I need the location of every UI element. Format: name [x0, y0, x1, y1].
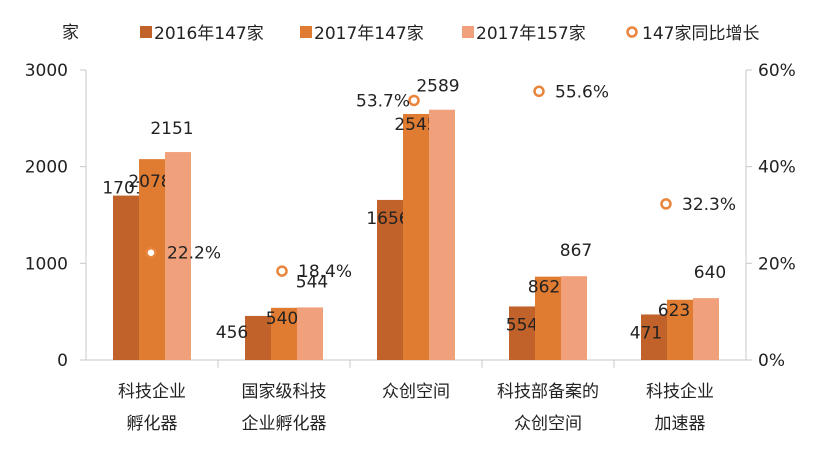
bar	[139, 159, 165, 360]
bar	[165, 152, 191, 360]
bar-value-label: 540	[266, 309, 298, 329]
category-label: 科技企业	[646, 382, 714, 402]
bar-value-label: 456	[216, 323, 248, 343]
y-tick-label: 1000	[25, 254, 68, 274]
bar-value-label: 640	[694, 263, 726, 283]
y-tick-label: 0	[57, 351, 68, 371]
bar	[693, 298, 719, 360]
bar-value-label: 544	[296, 272, 328, 292]
growth-marker	[533, 85, 545, 98]
bar	[377, 199, 403, 360]
bar	[429, 109, 455, 360]
legend-label: 2017年157家	[476, 24, 586, 44]
legend-swatch	[140, 26, 152, 38]
bar-value-label: 862	[528, 278, 560, 298]
bar-value-label: 2078	[128, 172, 171, 192]
y2-tick-label: 40%	[758, 158, 796, 178]
bar-value-label: 867	[560, 241, 592, 261]
bar-value-label: 554	[506, 315, 538, 335]
bar-value-label: 1656	[366, 209, 409, 229]
legend-label: 2016年147家	[154, 24, 264, 44]
axes: 0 1000 2000 3000 0% 20% 40% 60%	[25, 61, 796, 371]
legend-growth-marker	[626, 26, 638, 38]
growth-markers: 22.2% 18.4% 53.7% 55.6% 32.3%	[145, 82, 736, 282]
growth-marker	[276, 265, 288, 277]
y2-tick-label: 60%	[758, 61, 796, 81]
bar-value-label: 2545	[394, 115, 437, 135]
bar	[561, 276, 587, 360]
bar	[271, 307, 297, 360]
bar	[509, 306, 535, 360]
legend-swatch	[300, 26, 312, 38]
bar	[403, 113, 429, 360]
growth-value-label: 55.6%	[555, 82, 609, 102]
legend-swatch	[462, 26, 474, 38]
bar	[667, 299, 693, 360]
bar-value-label: 2151	[150, 119, 193, 139]
category-label: 加速器	[655, 414, 706, 434]
y-tick-label: 3000	[25, 61, 68, 81]
bar	[297, 307, 323, 360]
growth-value-label: 53.7%	[356, 91, 410, 111]
y-axis-unit-label: 家	[62, 23, 79, 43]
bar-value-label: 471	[630, 323, 662, 343]
bar-value-label: 623	[658, 301, 690, 321]
bar	[113, 195, 139, 360]
growth-value-label: 22.2%	[167, 244, 221, 264]
category-label: 科技部备案的	[497, 382, 599, 402]
bar-value-label: 2589	[416, 77, 459, 97]
bars: 1701 456 1656 554 471 2078 540 2545 862 623 2151 54…	[102, 77, 726, 360]
y-tick-label: 2000	[25, 158, 68, 178]
growth-value-label: 32.3%	[682, 195, 736, 215]
growth-value-label: 18.4%	[298, 262, 352, 282]
legend-label: 147家同比增长	[642, 24, 759, 44]
bar-value-label: 1701	[102, 179, 145, 199]
legend-label: 2017年147家	[314, 24, 424, 44]
y2-tick-label: 0%	[758, 351, 785, 371]
bar	[641, 314, 667, 360]
category-label: 孵化器	[127, 414, 178, 434]
growth-marker	[660, 198, 672, 210]
category-label: 企业孵化器	[242, 414, 327, 434]
growth-marker	[145, 246, 157, 259]
bar	[535, 276, 561, 360]
category-label: 国家级科技	[242, 382, 327, 402]
bar	[245, 315, 271, 360]
growth-marker	[408, 94, 420, 107]
y2-tick-label: 20%	[758, 254, 796, 274]
category-label: 科技企业	[118, 382, 186, 402]
category-label: 众创空间	[382, 382, 450, 402]
category-label: 众创空间	[514, 414, 582, 434]
legend: 2016年147家 2017年147家 2017年157家 147家同比增长	[140, 24, 759, 44]
